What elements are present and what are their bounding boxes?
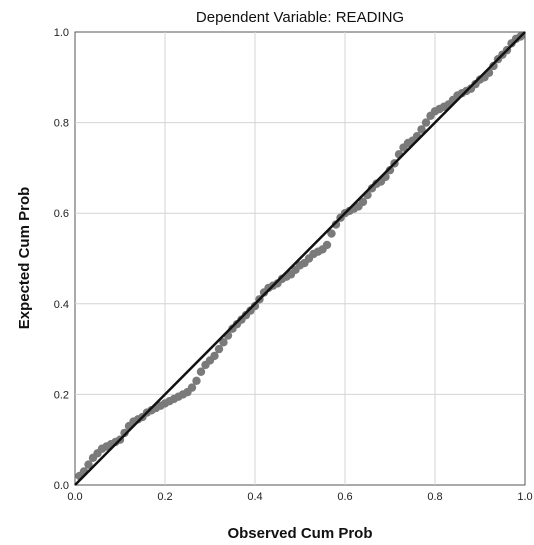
data-point <box>196 367 206 376</box>
y-axis-ticks: 0.0 0.2 0.4 0.6 0.8 1.0 <box>54 27 69 492</box>
data-point <box>327 229 336 238</box>
x-tick-label: 0.6 <box>337 491 352 503</box>
y-tick-label: 0.4 <box>54 299 69 311</box>
data-point <box>417 125 426 134</box>
data-point <box>192 376 201 386</box>
y-tick-label: 0.0 <box>54 480 69 492</box>
reference-line <box>74 31 526 486</box>
y-tick-label: 1.0 <box>54 27 69 39</box>
x-axis-ticks: 0.0 0.2 0.4 0.6 0.8 1.0 <box>67 491 532 503</box>
data-point <box>219 338 228 347</box>
data-point <box>214 344 224 354</box>
data-point <box>250 301 260 311</box>
data-point <box>322 240 332 250</box>
x-tick-label: 0.2 <box>157 491 172 503</box>
y-tick-label: 0.6 <box>54 208 69 220</box>
x-axis-label: Observed Cum Prob <box>227 525 372 542</box>
x-tick-label: 0.4 <box>247 491 262 503</box>
data-point <box>210 351 219 361</box>
data-point <box>84 460 93 469</box>
x-tick-label: 0.8 <box>427 491 442 503</box>
chart-title: Dependent Variable: READING <box>196 9 404 26</box>
y-tick-label: 0.8 <box>54 118 69 130</box>
data-point <box>385 165 395 175</box>
data-point <box>358 197 368 207</box>
y-tick-label: 0.2 <box>54 389 69 401</box>
x-tick-label: 1.0 <box>517 491 532 503</box>
data-point <box>187 383 197 392</box>
y-axis-label: Expected Cum Prob <box>16 187 33 330</box>
x-tick-label: 0.0 <box>67 491 82 503</box>
data-point <box>489 61 498 71</box>
data-point <box>120 428 129 438</box>
data-point <box>331 220 341 229</box>
data-point <box>421 118 431 127</box>
grid-lines <box>75 32 525 485</box>
